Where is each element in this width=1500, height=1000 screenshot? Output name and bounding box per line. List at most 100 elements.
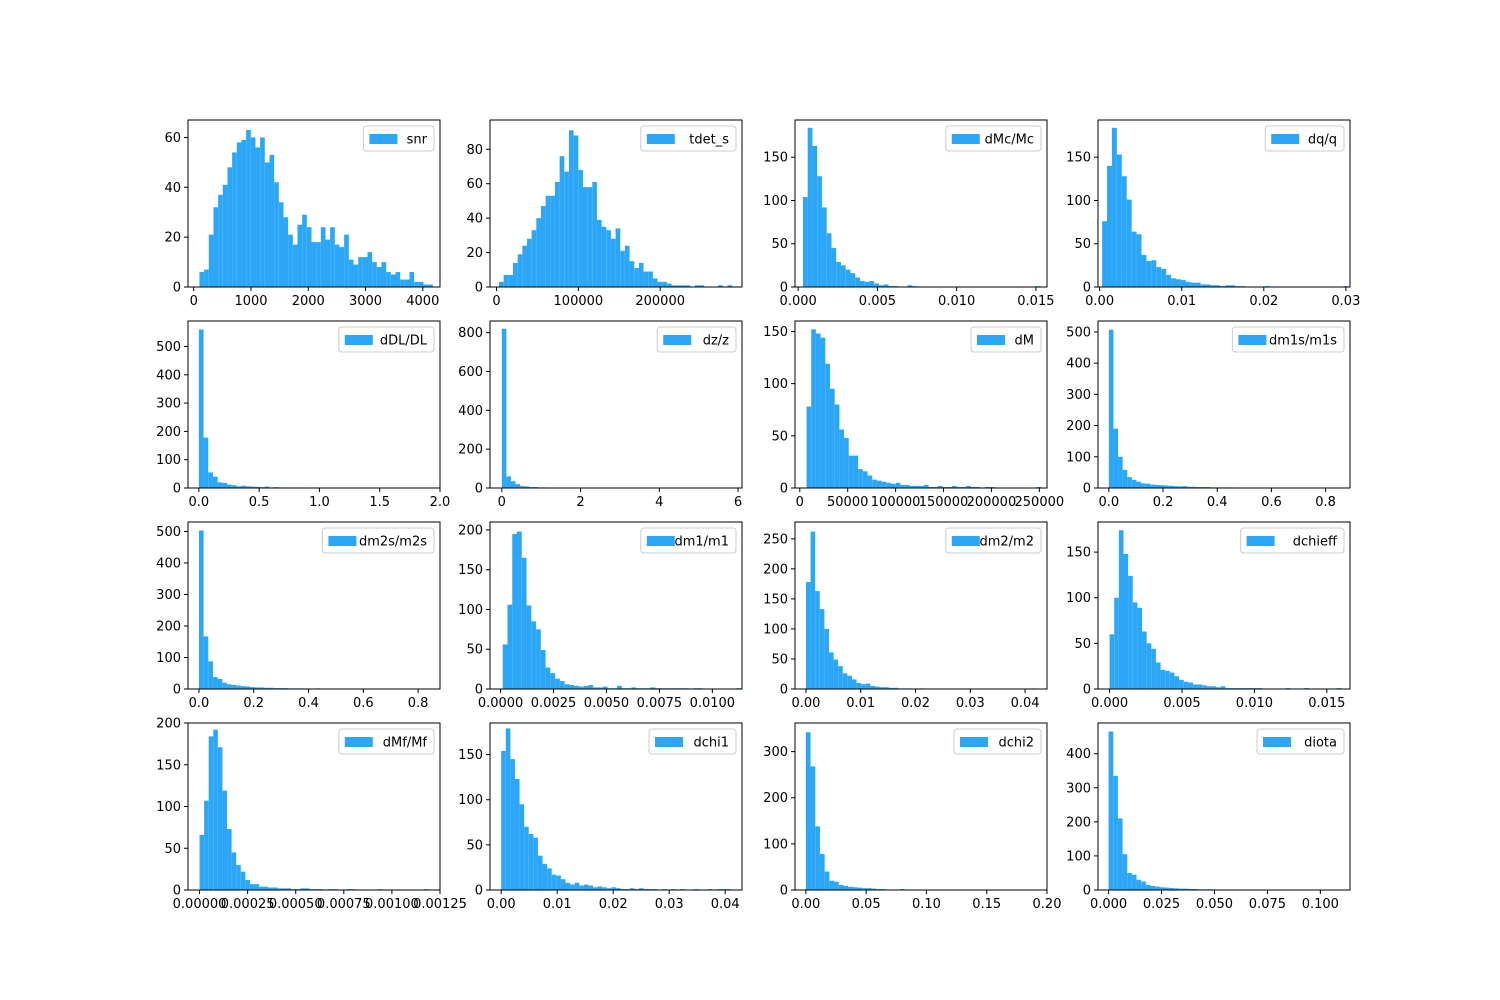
histogram-bar: [203, 437, 209, 488]
histogram-bar: [519, 804, 525, 890]
histogram-bar: [1132, 602, 1138, 689]
subplot-dchi2: 0.00 0.05 0.10 0.15 0.20 0 100 200 300 dchi2: [763, 722, 1061, 912]
legend-label: dm1s/m1s: [1269, 334, 1337, 349]
histogram-bar: [685, 285, 691, 287]
y-tick-label: 150: [458, 563, 483, 578]
histogram-bar: [1122, 469, 1128, 488]
histogram-bar: [1190, 282, 1196, 287]
histogram-bar: [1136, 879, 1142, 890]
histogram-bar: [923, 484, 929, 488]
histogram-bar: [536, 218, 541, 287]
histogram-bar: [638, 262, 644, 287]
histogram-bar: [583, 685, 589, 689]
histogram-bar: [807, 127, 813, 287]
histogram-bar: [857, 887, 863, 890]
histogram-bar: [601, 226, 607, 287]
histogram-bar: [699, 285, 705, 287]
histogram-bar: [240, 871, 246, 890]
histogram-bar: [517, 254, 523, 287]
x-tick-label: 0.01: [846, 696, 875, 711]
histogram-bar: [545, 195, 551, 287]
legend-box: [953, 728, 1042, 755]
x-tick-label: 0.01: [1167, 294, 1196, 309]
histogram-bar: [306, 227, 312, 287]
histogram-bar: [1175, 279, 1181, 287]
subplot-dz-z: 0 2 4 6 0 200 400 600 800 dz/z: [458, 320, 743, 510]
subplot-dchieff: 0.000 0.005 0.010 0.015 0 50 100 150 dchieff: [1066, 521, 1351, 711]
histogram-bar: [533, 837, 538, 890]
histogram-bar: [222, 790, 228, 890]
legend-label: dq/q: [1308, 133, 1337, 148]
y-tick-label: 50: [771, 237, 788, 252]
histogram-bar: [259, 687, 265, 689]
histogram-bar: [1111, 127, 1117, 287]
histogram-bar: [1141, 254, 1147, 287]
histogram-bar: [1210, 285, 1216, 287]
axes-frame: [187, 320, 441, 489]
histogram-bar: [246, 129, 251, 287]
histogram-bar: [1113, 775, 1118, 890]
histogram-bar: [254, 884, 260, 890]
subplot-dm2-m2: 0.00 0.01 0.02 0.03 0.04 0 50 100 150 200 250 dm2/m…: [763, 521, 1048, 711]
x-tick-label: 50000: [827, 495, 868, 510]
histogram-bar: [272, 887, 278, 890]
subplot-dmc-mc: 0.000 0.005 0.010 0.015 0 50 100 150 dMc/Mc: [763, 119, 1055, 309]
histogram-bar: [872, 479, 877, 488]
histogram-bar: [208, 472, 213, 488]
histogram-bar: [1164, 485, 1169, 488]
histogram-bar: [268, 887, 273, 890]
legend-box: [945, 527, 1042, 554]
x-tick-label: 0.00050: [269, 897, 323, 912]
y-tick-label: 150: [458, 748, 483, 763]
histogram-bar: [255, 486, 260, 488]
legend-label: dm2/m2: [979, 535, 1034, 550]
y-tick-label: 150: [1066, 151, 1091, 166]
legend-label: dM: [1015, 334, 1034, 349]
x-tick-label: 0.00: [791, 696, 820, 711]
histogram-bar: [404, 279, 410, 287]
y-tick-label: 20: [466, 246, 483, 261]
y-tick-label: 100: [156, 651, 181, 666]
histogram-bar: [1178, 888, 1184, 890]
y-tick-label: 200: [156, 619, 181, 634]
legend-swatch: [1246, 536, 1275, 546]
y-tick-label: 50: [164, 842, 181, 857]
histogram-bar: [1171, 278, 1176, 287]
histogram-bar: [524, 826, 529, 890]
histogram-bar: [864, 281, 870, 287]
legend-swatch: [655, 737, 683, 747]
histogram-bar: [277, 888, 282, 890]
histogram-bar: [869, 280, 875, 287]
x-tick-label: 100000: [871, 495, 921, 510]
histogram-bar: [292, 244, 298, 287]
histogram-bar: [821, 207, 827, 287]
histogram-bar: [933, 486, 938, 488]
y-tick-label: 400: [156, 556, 181, 571]
x-tick-label: 0.03: [1331, 294, 1360, 309]
subplot-dmf-mf: 0.000000.000250.000500.000750.001000.001…: [156, 717, 467, 913]
histogram-bar: [592, 181, 597, 287]
y-tick-label: 0: [475, 281, 483, 296]
x-tick-label: 0.0: [1098, 495, 1119, 510]
x-tick-label: 0.000: [1090, 897, 1127, 912]
x-tick-label: 0: [492, 294, 500, 309]
x-tick-label: 0.015: [1017, 294, 1054, 309]
histogram-bar: [1123, 553, 1129, 689]
histogram-bar: [1159, 887, 1165, 890]
histogram-bar: [526, 605, 532, 689]
histogram-bar: [269, 154, 275, 287]
histogram-bar: [666, 283, 672, 287]
histogram-bar: [843, 885, 849, 890]
histogram-bar: [1114, 597, 1119, 689]
histogram-bar: [325, 239, 331, 287]
histogram-bar: [353, 264, 359, 287]
histogram-bar: [199, 272, 205, 287]
x-tick-label: 1000: [234, 294, 267, 309]
histogram-bar: [942, 486, 948, 488]
legend-swatch: [1263, 737, 1291, 747]
histogram-bar: [937, 485, 943, 488]
histogram-bar: [283, 217, 289, 287]
y-tick-label: 100: [458, 603, 483, 618]
histogram-bar: [236, 864, 241, 890]
histogram-bar: [879, 285, 884, 287]
